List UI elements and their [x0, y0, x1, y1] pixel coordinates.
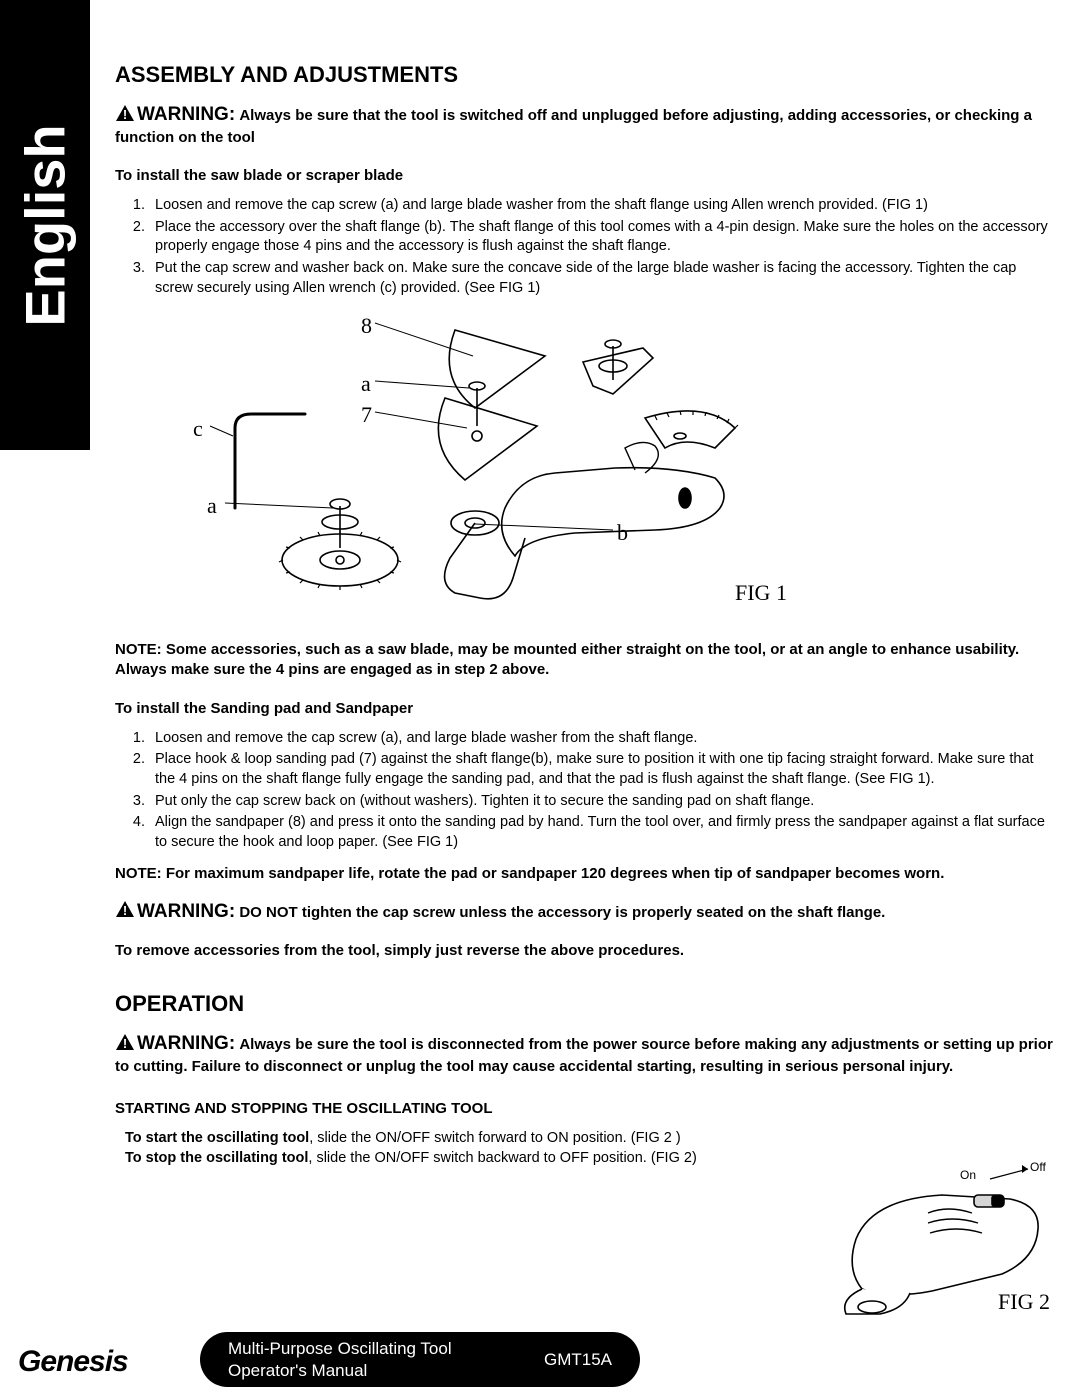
footer-model: GMT15A — [544, 1350, 612, 1370]
note-1: NOTE: Some accessories, such as a saw bl… — [115, 640, 1055, 681]
fig2-on-label: On — [960, 1168, 976, 1182]
list-item: Put only the cap screw back on (without … — [149, 792, 1055, 812]
start-rest: , slide the ON/OFF switch forward to ON … — [309, 1130, 680, 1146]
language-tab: English — [0, 0, 90, 450]
fig1-label-7: 7 — [361, 400, 372, 430]
warning-assembly: ! WARNING: Always be sure that the tool … — [115, 102, 1055, 148]
start-line: To start the oscillating tool, slide the… — [125, 1129, 735, 1149]
brand-logo: Genesis — [18, 1345, 128, 1379]
figure-2: On Off FIG 2 — [832, 1159, 1062, 1319]
svg-text:!: ! — [123, 903, 127, 918]
section-assembly-title: ASSEMBLY AND ADJUSTMENTS — [115, 60, 1055, 90]
warning-icon: ! — [115, 900, 135, 924]
warning-text: DO NOT tighten the cap screw unless the … — [239, 904, 885, 921]
fig1-caption: FIG 1 — [735, 578, 787, 608]
fig2-off-label: Off — [1030, 1160, 1046, 1174]
fig2-caption: FIG 2 — [998, 1289, 1050, 1315]
fig1-label-b: b — [617, 518, 628, 548]
list-item: Loosen and remove the cap screw (a), and… — [149, 729, 1055, 749]
footer-pill: Multi-Purpose Oscillating Tool Operator'… — [200, 1332, 640, 1387]
remove-procedure: To remove accessories from the tool, sim… — [115, 941, 1055, 961]
stop-rest: , slide the ON/OFF switch backward to OF… — [308, 1150, 696, 1166]
note-text: Some accessories, such as a saw blade, m… — [115, 641, 1019, 678]
svg-text:!: ! — [123, 1036, 127, 1051]
page-content: ASSEMBLY AND ADJUSTMENTS ! WARNING: Alwa… — [115, 60, 1055, 1168]
subhead-install-blade: To install the saw blade or scraper blad… — [115, 166, 1055, 186]
warning-operation: ! WARNING: Always be sure the tool is di… — [115, 1031, 1055, 1077]
list-item: Loosen and remove the cap screw (a) and … — [149, 196, 1055, 216]
note-label: NOTE: — [115, 641, 162, 658]
note-text: For maximum sandpaper life, rotate the p… — [166, 865, 945, 882]
list-item: Put the cap screw and washer back on. Ma… — [149, 259, 1055, 298]
footer-line1: Multi-Purpose Oscillating Tool — [228, 1338, 452, 1359]
svg-text:!: ! — [123, 107, 127, 122]
list-item: Place hook & loop sanding pad (7) agains… — [149, 750, 1055, 789]
fig1-label-a2: a — [207, 491, 217, 521]
footer-titles: Multi-Purpose Oscillating Tool Operator'… — [228, 1338, 452, 1381]
operation-block: STARTING AND STOPPING THE OSCILLATING TO… — [115, 1099, 735, 1168]
fig1-label-8: 8 — [361, 311, 372, 341]
warning-text: Always be sure that the tool is switched… — [115, 107, 1032, 146]
list-item: Align the sandpaper (8) and press it ont… — [149, 813, 1055, 852]
page-footer: Genesis Multi-Purpose Oscillating Tool O… — [0, 1325, 1080, 1397]
stop-line: To stop the oscillating tool, slide the … — [125, 1149, 735, 1169]
warning-icon: ! — [115, 1033, 135, 1057]
subhead-start-stop: STARTING AND STOPPING THE OSCILLATING TO… — [115, 1099, 735, 1119]
language-tab-text: English — [13, 124, 78, 326]
warning-icon: ! — [115, 104, 135, 128]
steps-install-blade: Loosen and remove the cap screw (a) and … — [115, 196, 1055, 298]
subhead-install-sandpaper: To install the Sanding pad and Sandpaper — [115, 699, 1055, 719]
note-label: NOTE: — [115, 865, 162, 882]
list-item: Place the accessory over the shaft flang… — [149, 218, 1055, 257]
figure-1: 8 a 7 c a b FIG 1 — [175, 308, 815, 628]
note-2: NOTE: For maximum sandpaper life, rotate… — [115, 864, 1055, 884]
warning-label: WARNING: — [137, 1033, 235, 1054]
warning-seat: ! WARNING: DO NOT tighten the cap screw … — [115, 899, 1055, 925]
fig1-label-a1: a — [361, 369, 371, 399]
fig1-label-c: c — [193, 414, 203, 444]
warning-text: Always be sure the tool is disconnected … — [115, 1036, 1053, 1075]
warning-label: WARNING: — [137, 901, 235, 922]
stop-bold: To stop the oscillating tool — [125, 1150, 308, 1166]
figure-1-svg — [175, 308, 815, 628]
start-bold: To start the oscillating tool — [125, 1130, 309, 1146]
steps-install-sandpaper: Loosen and remove the cap screw (a), and… — [115, 729, 1055, 852]
footer-line2: Operator's Manual — [228, 1360, 452, 1381]
warning-label: WARNING: — [137, 104, 235, 125]
section-operation-title: OPERATION — [115, 989, 1055, 1019]
